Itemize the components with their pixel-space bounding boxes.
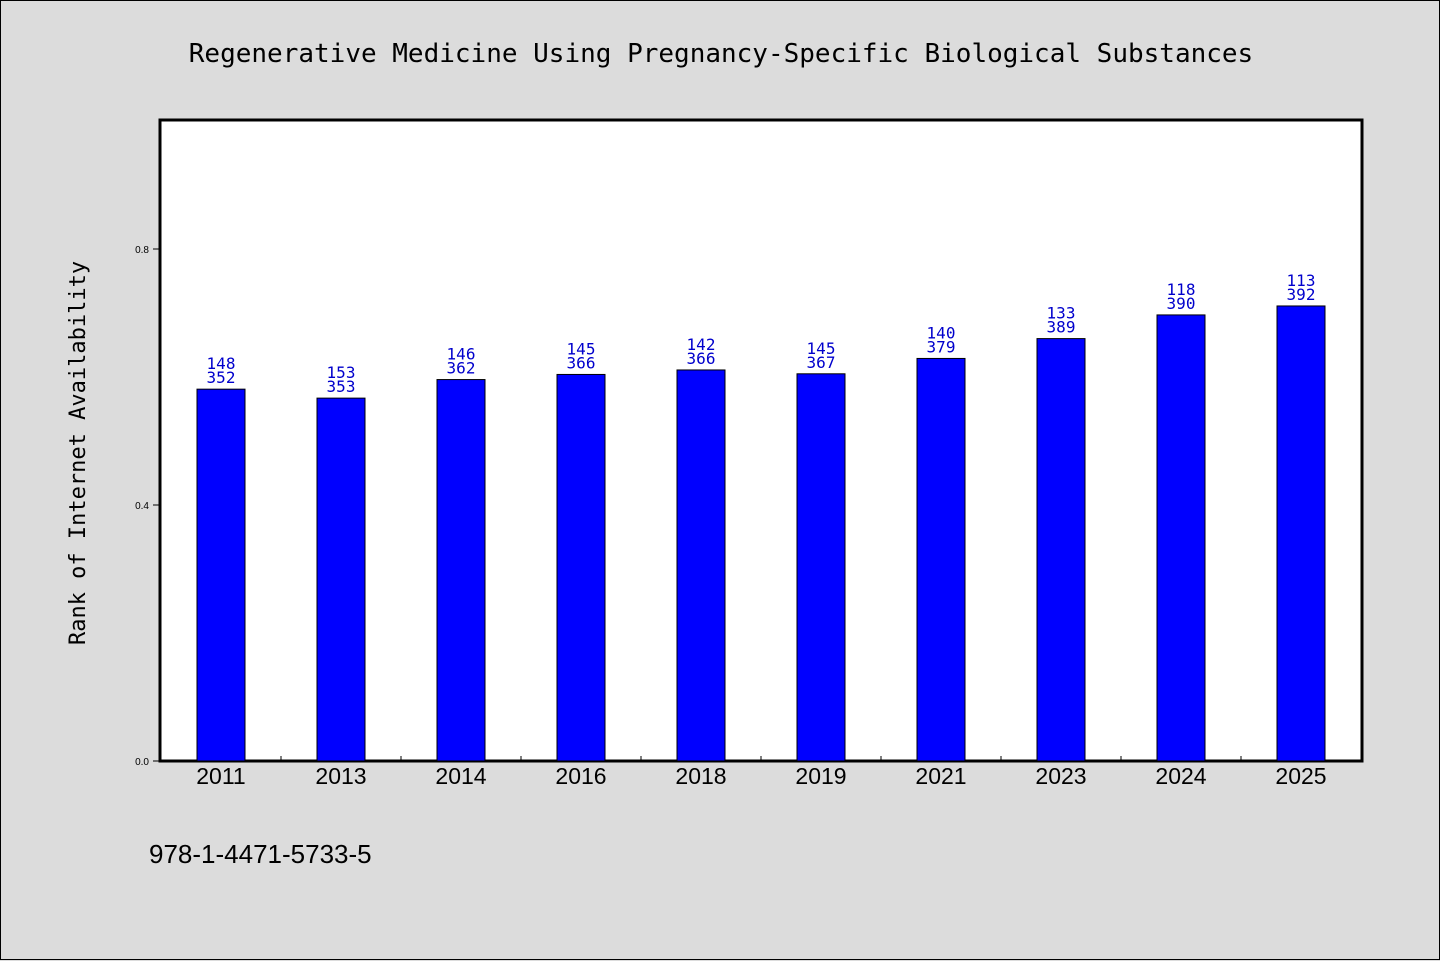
x-tick-label: 2013 [315, 763, 366, 789]
bar-label-top: 133 [1047, 304, 1076, 323]
bar-label-bottom: 353 [327, 377, 356, 396]
bar-label-top: 145 [807, 339, 836, 358]
isbn-text: 978-1-4471-5733-5 [149, 839, 372, 869]
bar-label-top: 153 [327, 363, 356, 382]
bar-2019 [796, 373, 846, 762]
bar-label-bottom: 366 [567, 353, 596, 372]
bar-label-top: 145 [567, 339, 596, 358]
x-tick-label: 2024 [1155, 763, 1206, 789]
y-axis-label: Rank of Internet Availability [66, 261, 91, 645]
bar-2016 [556, 373, 606, 762]
bars [196, 305, 1326, 762]
bar-label-top: 146 [447, 345, 476, 364]
bar-label-top: 113 [1287, 271, 1316, 290]
bar-label-top: 142 [687, 335, 716, 354]
bar-label-bottom: 366 [687, 349, 716, 368]
bar-2025 [1276, 305, 1326, 762]
bar-2023 [1036, 338, 1086, 762]
x-tick-label: 2016 [555, 763, 606, 789]
bar-2014 [436, 379, 486, 762]
x-tick-label: 2021 [915, 763, 966, 789]
labels: 2011148352201315335320141463622016145366… [196, 271, 1326, 789]
chart-title: Regenerative Medicine Using Pregnancy-Sp… [189, 39, 1253, 69]
x-tick-label: 2011 [196, 763, 245, 789]
x-tick-label: 2023 [1035, 763, 1086, 789]
bar-label-bottom: 367 [807, 353, 836, 372]
y-tick-label: 0.4 [135, 501, 149, 512]
x-tick-label: 2025 [1275, 763, 1326, 789]
bar-label-bottom: 362 [447, 359, 476, 378]
bar-label-bottom: 390 [1167, 294, 1196, 313]
axis-ticks: 0.0 0.4 0.8 [135, 245, 1242, 768]
bar-2021 [916, 357, 966, 762]
bar-label-bottom: 352 [207, 368, 236, 387]
bar-2011 [196, 388, 246, 762]
bar-2013 [316, 397, 366, 762]
y-tick-label: 0.0 [135, 757, 149, 768]
bar-label-bottom: 379 [927, 337, 956, 356]
bar-label-top: 118 [1167, 280, 1196, 299]
bar-label-bottom: 389 [1047, 318, 1076, 337]
bar-2024 [1156, 314, 1206, 762]
x-tick-label: 2018 [675, 763, 726, 789]
x-tick-label: 2019 [795, 763, 846, 789]
bar-label-bottom: 392 [1287, 285, 1316, 304]
bar-2018 [676, 369, 726, 762]
bar-label-top: 140 [927, 323, 956, 342]
bar-label-top: 148 [207, 354, 236, 373]
x-tick-label: 2014 [435, 763, 486, 789]
y-tick-label: 0.8 [135, 245, 149, 256]
